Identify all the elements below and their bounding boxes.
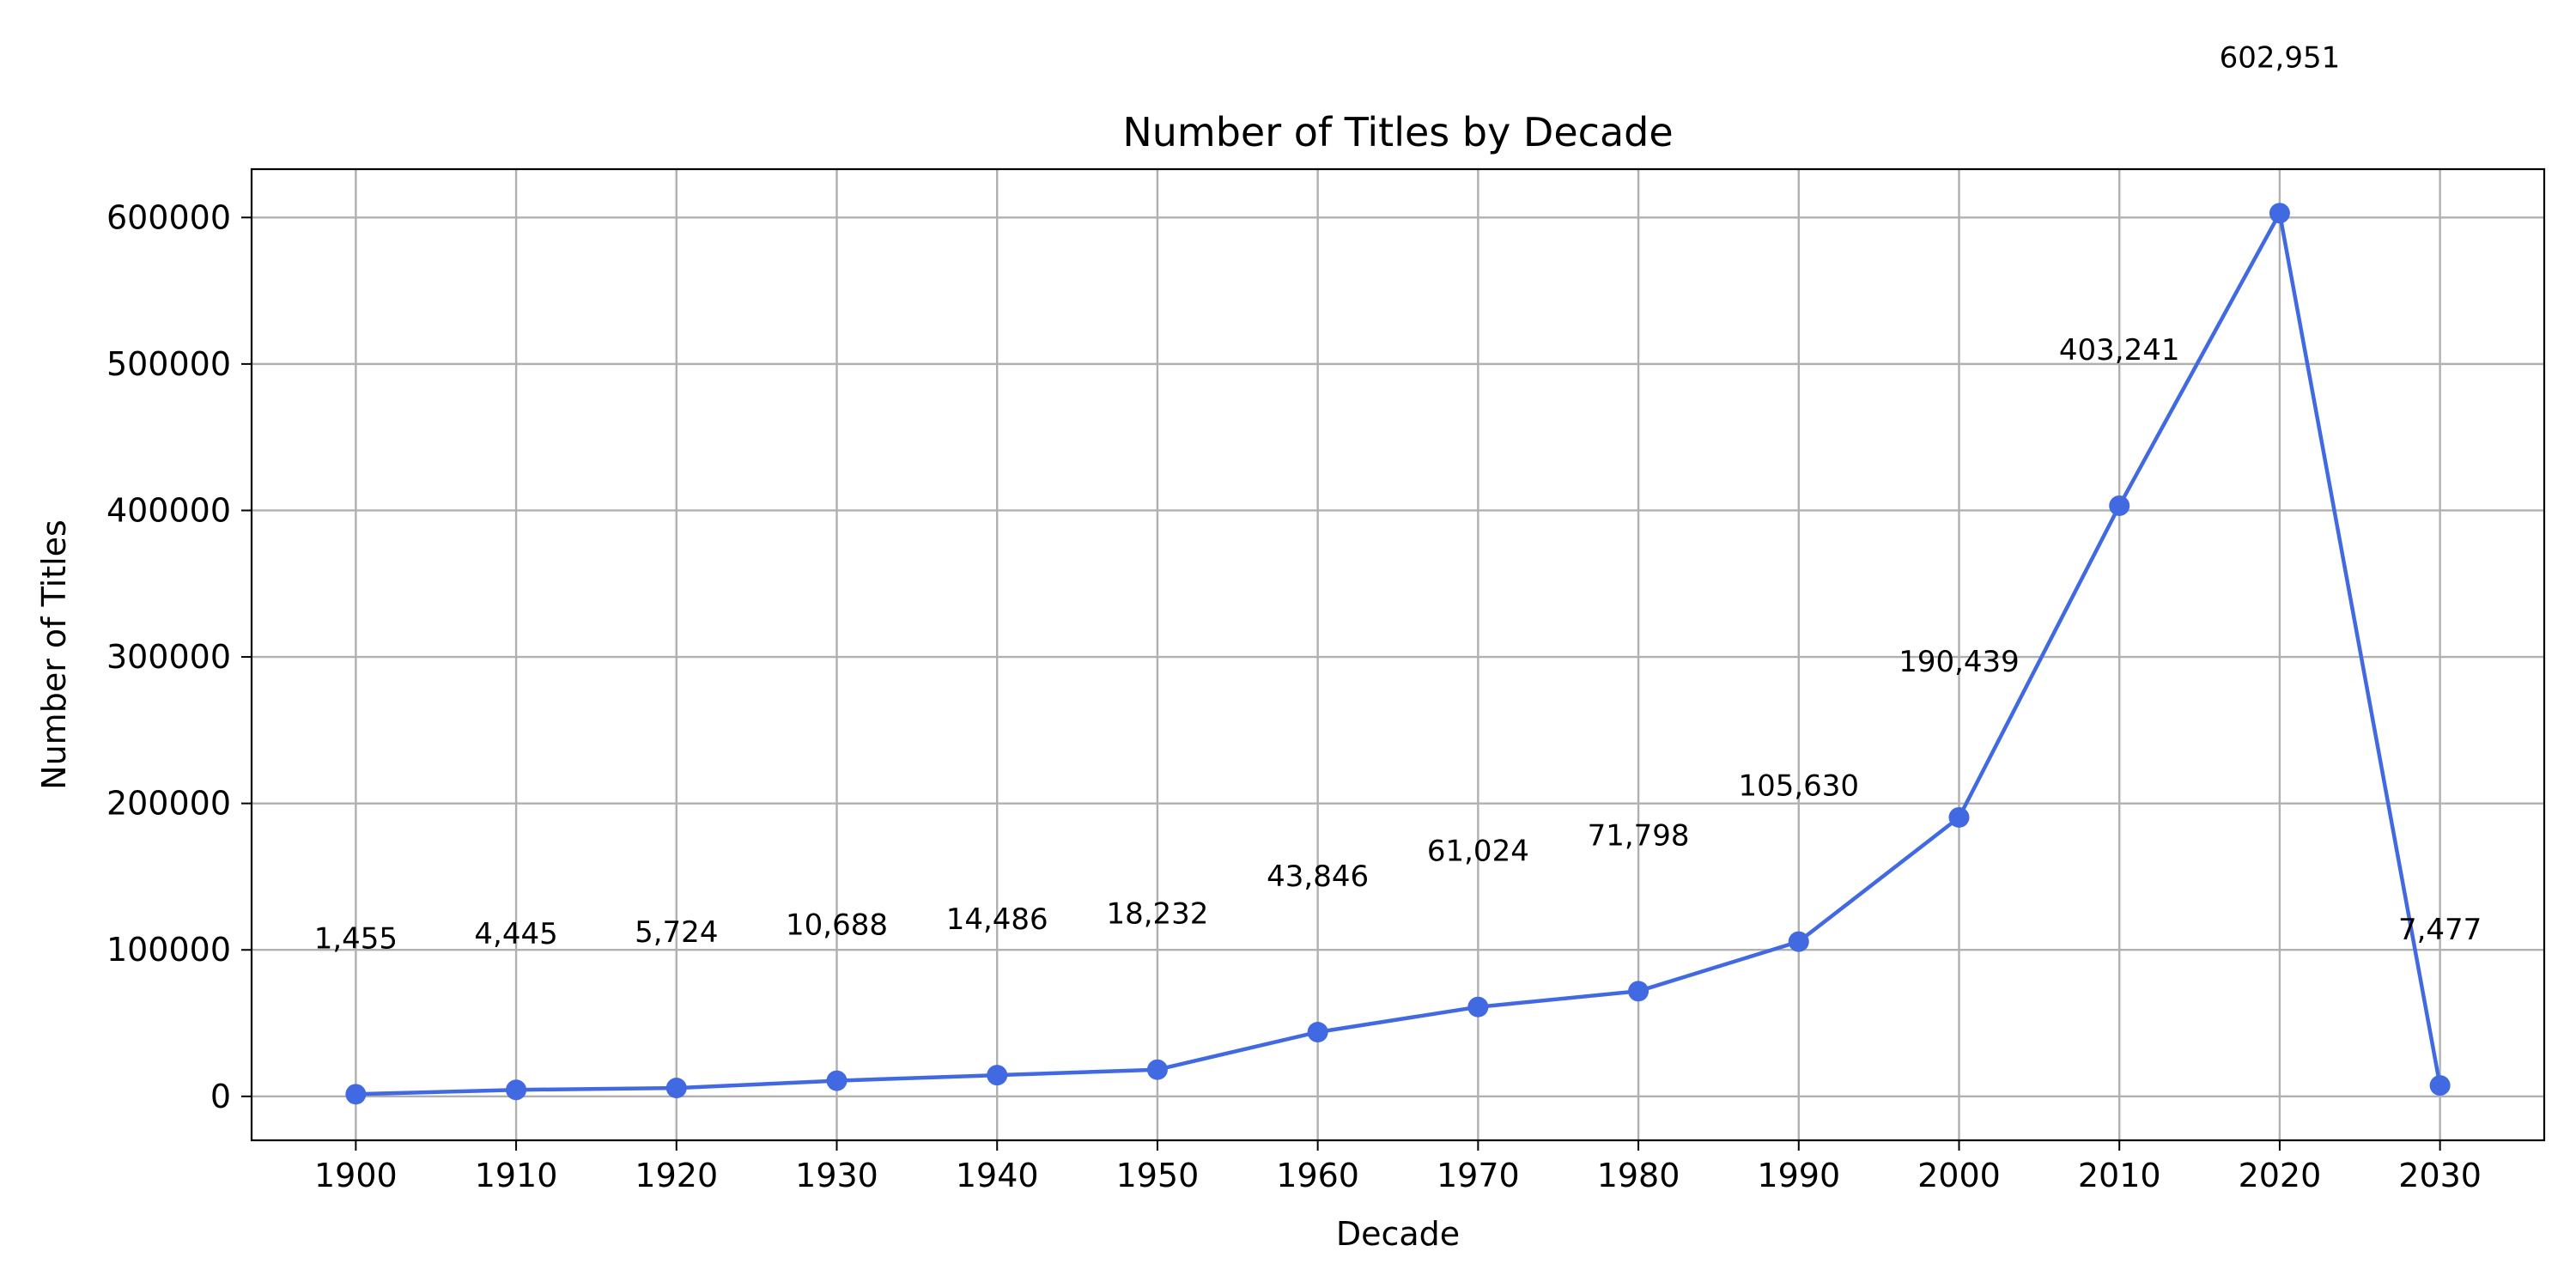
data-point xyxy=(2429,1075,2451,1097)
data-point xyxy=(826,1070,848,1091)
x-tick-label: 1980 xyxy=(1597,1157,1680,1194)
data-label: 1,455 xyxy=(314,921,398,956)
data-point xyxy=(1467,996,1489,1018)
x-tick-label: 1960 xyxy=(1276,1157,1359,1194)
x-axis-label: Decade xyxy=(1336,1215,1460,1253)
x-tick-label: 1910 xyxy=(475,1157,558,1194)
y-tick-label: 500000 xyxy=(106,345,231,383)
x-tick-label: 1990 xyxy=(1757,1157,1840,1194)
data-point xyxy=(2109,495,2130,516)
data-label: 43,846 xyxy=(1267,860,1369,894)
x-tick-label: 1940 xyxy=(956,1157,1039,1194)
y-tick-label: 100000 xyxy=(106,931,231,969)
data-point xyxy=(987,1065,1008,1086)
data-label: 10,688 xyxy=(786,908,888,943)
x-tick-label: 1920 xyxy=(635,1157,718,1194)
x-tick-label: 1970 xyxy=(1437,1157,1520,1194)
x-tick-label: 2010 xyxy=(2078,1157,2161,1194)
x-axis-ticks: 1900 1910 1920 1930 1940 1950 1960 1970 1980 1990… xyxy=(314,1140,2482,1194)
data-point xyxy=(345,1084,367,1105)
y-axis-label: Number of Titles xyxy=(35,519,73,790)
y-tick-label: 200000 xyxy=(106,785,231,823)
data-label: 18,232 xyxy=(1106,897,1208,932)
data-label: 190,439 xyxy=(1899,645,2020,679)
data-point xyxy=(1307,1022,1328,1043)
x-tick-label: 1950 xyxy=(1116,1157,1200,1194)
y-tick-label: 400000 xyxy=(106,491,231,529)
x-tick-label: 1900 xyxy=(314,1157,398,1194)
x-tick-label: 1930 xyxy=(795,1157,878,1194)
data-point xyxy=(1146,1059,1168,1080)
data-point xyxy=(1788,931,1809,952)
x-tick-label: 2030 xyxy=(2398,1157,2482,1194)
data-point xyxy=(506,1079,527,1101)
data-labels: 1,455 4,445 5,724 10,688 14,486 18,232 43,846 6… xyxy=(314,40,2482,956)
data-label: 7,477 xyxy=(2398,913,2482,947)
series-layer xyxy=(345,203,2451,1105)
data-label: 5,724 xyxy=(635,915,718,950)
x-tick-label: 2020 xyxy=(2239,1157,2322,1194)
series-line xyxy=(355,211,2442,1097)
chart-title: Number of Titles by Decade xyxy=(1122,109,1673,155)
y-tick-label: 0 xyxy=(210,1078,231,1115)
data-label: 14,486 xyxy=(946,902,1048,937)
data-label: 105,630 xyxy=(1738,769,1859,804)
y-tick-label: 300000 xyxy=(106,638,231,676)
data-point xyxy=(1628,981,1649,1002)
plot-frame xyxy=(250,167,2546,1142)
y-tick-label: 600000 xyxy=(106,198,231,236)
data-label: 602,951 xyxy=(2220,40,2341,75)
data-label: 4,445 xyxy=(474,917,557,951)
data-label: 61,024 xyxy=(1427,835,1529,869)
data-point xyxy=(1948,806,1970,828)
data-label: 71,798 xyxy=(1588,818,1690,853)
grid-lines xyxy=(252,169,2544,1140)
x-tick-label: 2000 xyxy=(1917,1157,2001,1194)
data-point xyxy=(665,1078,687,1099)
y-axis-ticks: 0 100000 200000 300000 400000 500000 600000 xyxy=(106,198,252,1115)
data-label: 403,241 xyxy=(2059,333,2180,368)
data-point xyxy=(2269,203,2290,224)
